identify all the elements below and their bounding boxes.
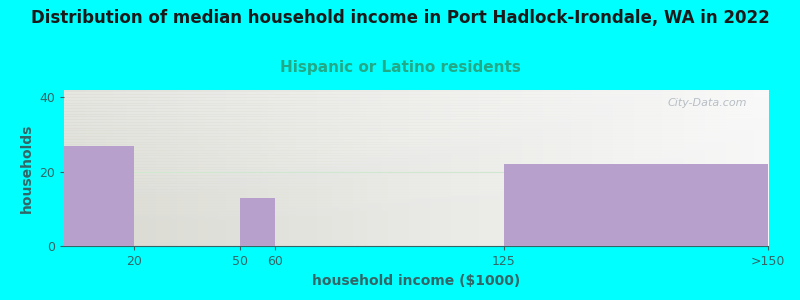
Text: Distribution of median household income in Port Hadlock-Irondale, WA in 2022: Distribution of median household income … — [30, 9, 770, 27]
X-axis label: household income ($1000): household income ($1000) — [312, 274, 520, 288]
Bar — [64, 146, 134, 246]
Text: Hispanic or Latino residents: Hispanic or Latino residents — [279, 60, 521, 75]
Y-axis label: households: households — [19, 123, 34, 213]
Bar — [240, 198, 275, 246]
Bar — [504, 164, 768, 246]
Text: City-Data.com: City-Data.com — [667, 98, 747, 108]
